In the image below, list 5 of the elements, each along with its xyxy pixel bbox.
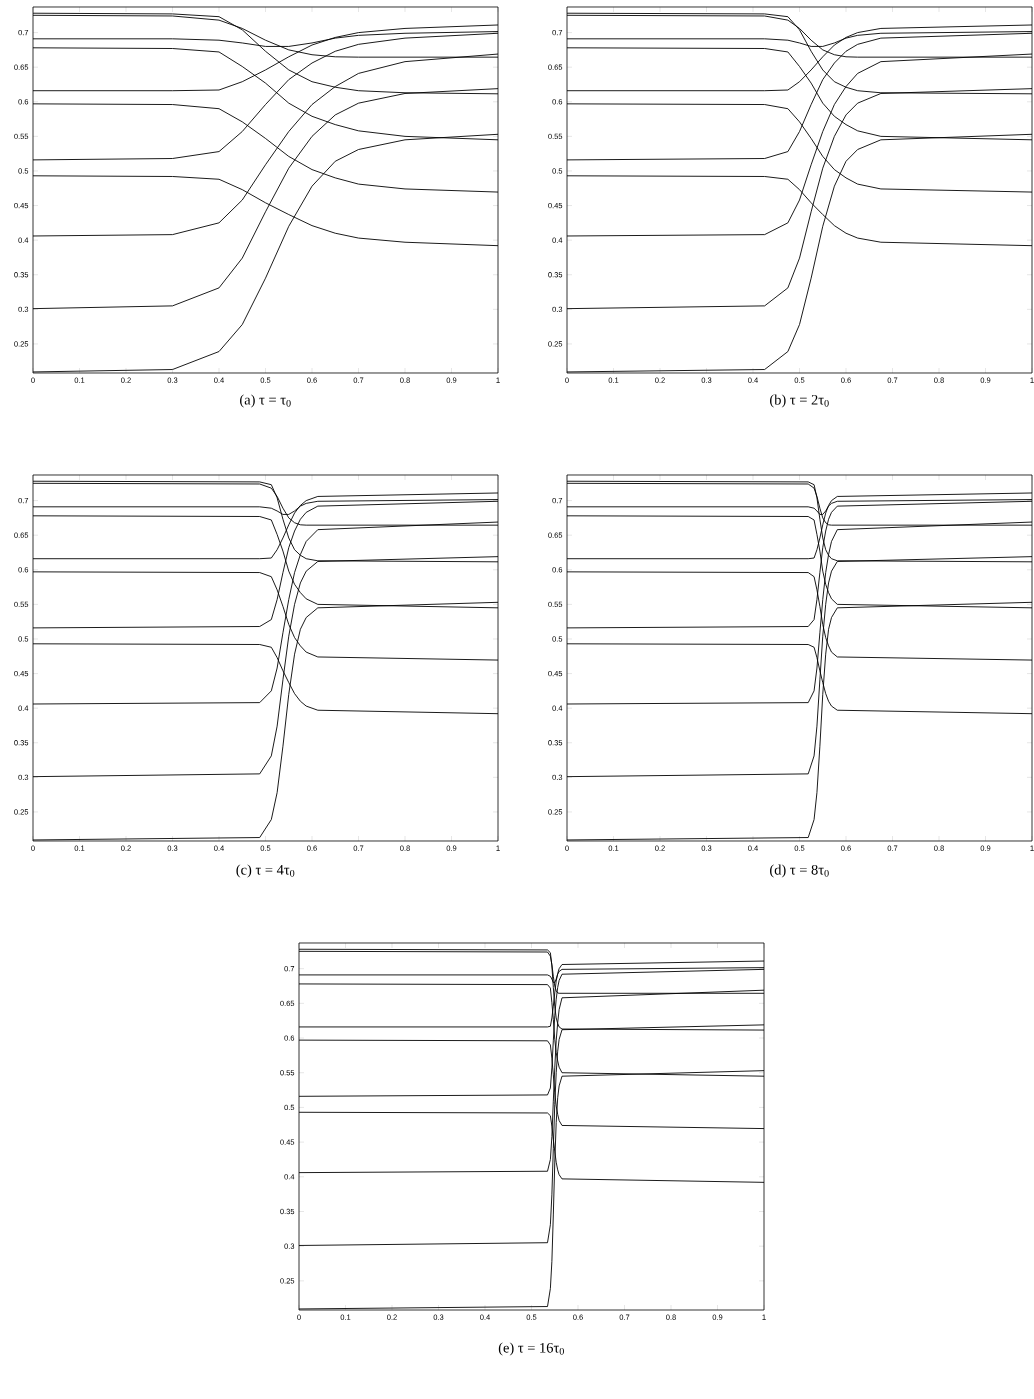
text: (a) τ = τ$_{0}$ — [240, 394, 291, 408]
text: (c) τ = 4τ$_{0}$ — [236, 864, 295, 878]
text: (d) τ = 8τ$_{0}$ — [770, 864, 829, 878]
text: (b) τ = 2τ$_{0}$ — [770, 394, 829, 408]
text: (e) τ = 16τ$_{0}$ — [498, 1342, 564, 1356]
